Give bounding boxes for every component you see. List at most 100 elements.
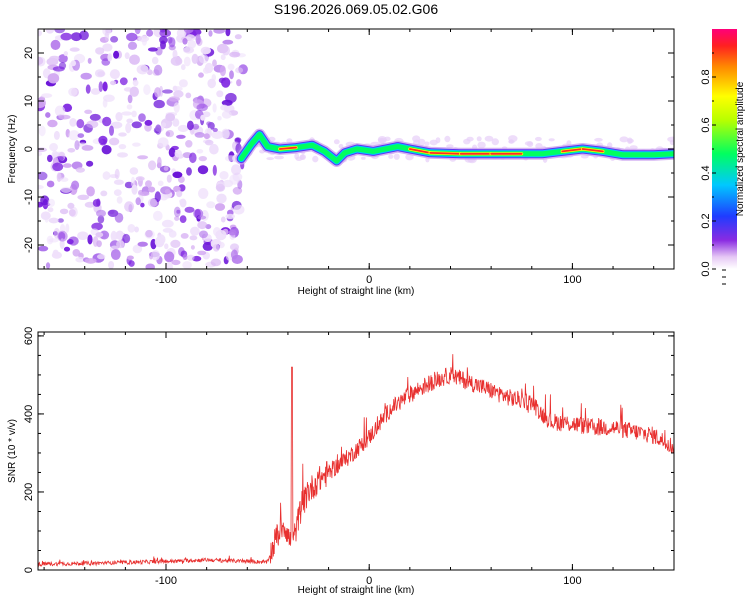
noise-speckle <box>185 92 192 99</box>
noise-speckle <box>163 166 169 171</box>
noise-speckle <box>153 99 165 109</box>
noise-speckle <box>135 176 145 182</box>
ridge-haze <box>477 141 486 149</box>
noise-speckle <box>47 119 58 128</box>
ridge-haze <box>361 156 366 160</box>
noise-speckle <box>102 99 108 108</box>
noise-speckle <box>173 102 180 113</box>
ridge-haze <box>333 139 340 145</box>
noise-speckle <box>216 90 224 98</box>
noise-speckle <box>176 134 186 139</box>
noise-speckle <box>162 89 173 94</box>
noise-speckle <box>57 230 68 242</box>
ridge-peak <box>278 146 297 150</box>
noise-speckle <box>212 244 220 252</box>
noise-speckle <box>186 34 196 41</box>
ridge-haze <box>484 135 494 142</box>
noise-speckle <box>128 260 135 267</box>
noise-speckle <box>121 111 133 116</box>
noise-speckle <box>190 226 200 236</box>
noise-speckle <box>89 113 101 121</box>
noise-speckle <box>59 177 69 182</box>
noise-speckle <box>101 58 111 66</box>
noise-speckle <box>200 114 206 121</box>
noise-speckle <box>157 156 162 168</box>
noise-speckle <box>186 254 195 261</box>
ytick-label: 10 <box>23 95 35 107</box>
noise-speckle <box>179 198 187 208</box>
noise-speckle <box>141 37 147 46</box>
ridge-haze <box>491 138 499 146</box>
snr-ytick-label: 0 <box>23 567 35 573</box>
noise-speckle <box>47 73 60 84</box>
noise-speckle <box>198 156 207 162</box>
ridge-haze <box>444 135 451 143</box>
noise-speckle <box>204 139 214 146</box>
noise-speckle <box>153 210 163 221</box>
noise-speckle <box>225 29 231 37</box>
noise-speckle <box>52 66 65 72</box>
noise-speckle <box>119 77 128 86</box>
noise-speckle <box>67 148 76 153</box>
noise-speckle <box>206 201 216 209</box>
noise-speckle <box>108 137 120 146</box>
noise-speckle <box>60 32 72 41</box>
noise-speckle <box>176 190 183 198</box>
noise-speckle <box>54 105 66 117</box>
noise-speckle <box>172 171 183 179</box>
noise-speckle <box>86 120 99 129</box>
noise-speckle <box>45 262 51 269</box>
noise-speckle <box>222 45 231 56</box>
noise-speckle <box>91 222 103 231</box>
noise-speckle <box>189 152 197 164</box>
noise-speckle <box>164 251 175 263</box>
noise-speckle <box>187 120 194 131</box>
noise-speckle <box>92 199 101 207</box>
noise-speckle <box>44 214 49 223</box>
noise-speckle <box>58 114 71 120</box>
noise-speckle <box>100 190 108 197</box>
noise-speckle <box>116 240 125 249</box>
noise-speckle <box>186 167 192 176</box>
noise-speckle <box>235 67 244 74</box>
noise-speckle <box>217 115 222 121</box>
ridge-haze <box>446 144 454 148</box>
noise-speckle <box>110 230 118 242</box>
noise-speckle <box>139 191 150 197</box>
noise-speckle <box>164 189 171 195</box>
ridge-haze <box>294 152 300 160</box>
snr-ticks: -100 0 100 0 200 400 600 <box>23 327 674 587</box>
noise-speckle <box>196 103 208 112</box>
noise-speckle <box>180 233 189 239</box>
noise-speckle <box>173 90 184 98</box>
noise-speckle <box>77 133 85 139</box>
noise-speckle <box>177 124 189 133</box>
noise-speckle <box>107 53 113 62</box>
noise-speckle <box>113 179 124 185</box>
noise-speckle <box>49 143 58 152</box>
noise-speckle <box>45 29 55 34</box>
noise-speckle <box>195 33 201 45</box>
noise-speckle <box>157 180 164 187</box>
noise-speckle <box>102 81 108 92</box>
noise-speckle <box>214 203 226 211</box>
noise-speckle <box>50 39 61 51</box>
noise-speckle <box>77 231 89 240</box>
noise-speckle <box>213 29 226 34</box>
noise-speckle <box>96 209 106 218</box>
noise-speckle <box>153 64 163 76</box>
noise-speckle <box>109 69 120 80</box>
noise-speckle <box>58 54 68 64</box>
noise-speckle <box>95 232 104 238</box>
noise-speckle <box>220 54 226 61</box>
noise-speckle <box>38 30 42 37</box>
noise-speckle <box>76 119 85 129</box>
noise-speckle <box>38 171 48 181</box>
noise-speckle <box>168 230 177 238</box>
noise-speckle <box>69 118 77 127</box>
noise-speckle <box>174 216 180 221</box>
noise-speckle <box>126 32 138 42</box>
noise-speckle <box>70 32 82 42</box>
noise-speckle <box>229 70 234 80</box>
noise-speckle <box>94 69 105 78</box>
